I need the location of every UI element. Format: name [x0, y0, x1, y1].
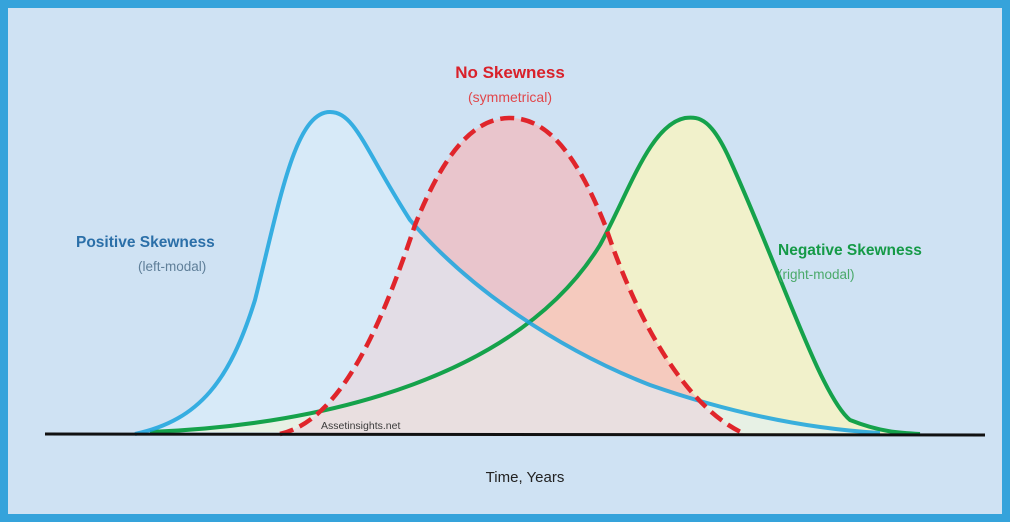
time-axis — [44, 432, 986, 437]
no-skewness-label: No Skewness — [455, 63, 565, 82]
positive-skewness-label: Positive Skewness — [76, 234, 215, 251]
positive-skewness-sublabel: (left-modal) — [138, 259, 206, 274]
positive-skew-fill — [135, 112, 880, 434]
no-skewness-sublabel: (symmetrical) — [468, 89, 552, 105]
negative-skew-fill — [150, 117, 920, 434]
negative-skewness-sublabel: (right-modal) — [778, 267, 855, 282]
negative-skewness-label: Negative Skewness — [778, 242, 922, 259]
no-skew-curve — [279, 115, 746, 437]
negative-skew-curve — [149, 115, 921, 436]
positive-skew-curve — [134, 109, 881, 436]
watermark-text: Assetinsights.net — [321, 420, 400, 432]
axis-label: Time, Years — [486, 469, 565, 486]
